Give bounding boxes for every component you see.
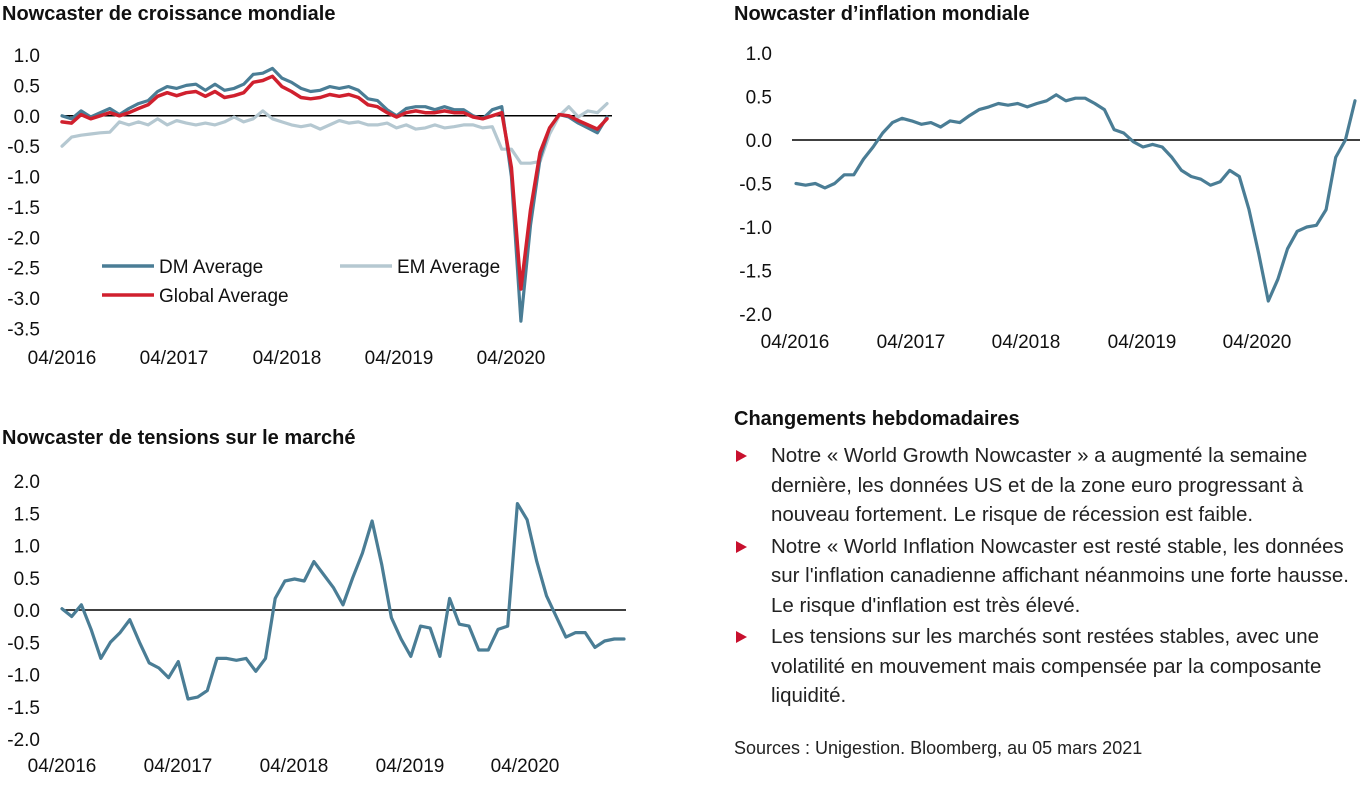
stress-x-tick-label: 04/2019 xyxy=(376,756,445,777)
weekly-changes-panel: Changements hebdomadaires Notre « World … xyxy=(734,408,1371,713)
stress-x-tick-label: 04/2016 xyxy=(28,756,97,777)
bullet-growth: Notre « World Growth Nowcaster » a augme… xyxy=(734,441,1371,530)
bullet-arrow-icon xyxy=(736,540,747,553)
growth-y-tick-label: -0.5 xyxy=(7,137,40,158)
growth-x-tick-label: 04/2018 xyxy=(253,348,322,369)
stress-y-tick-label: 1.5 xyxy=(14,504,40,525)
bullet-inflation-text: Notre « World Inflation Nowcaster est re… xyxy=(771,534,1349,617)
stress-y-tick-label: 0.5 xyxy=(14,569,40,590)
bullet-arrow-icon xyxy=(736,450,747,462)
stress-y-tick-label: 0.0 xyxy=(14,601,40,622)
inflation-x-tick-label: 04/2017 xyxy=(877,332,946,353)
bullet-growth-text: Notre « World Growth Nowcaster » a augme… xyxy=(771,444,1308,526)
growth-y-tick-label: -2.5 xyxy=(7,259,40,280)
inflation-x-tick-label: 04/2019 xyxy=(1108,332,1177,353)
growth-x-tick-label: 04/2020 xyxy=(477,348,546,369)
growth-x-tick-label: 04/2019 xyxy=(365,348,434,369)
inflation-y-tick-label: -0.5 xyxy=(739,175,772,196)
inflation-y-tick-label: -1.5 xyxy=(739,262,772,283)
growth-em-average-line xyxy=(60,101,609,165)
inflation-y-tick-label: 1.0 xyxy=(746,44,772,65)
inflation-y-tick-label: -1.0 xyxy=(739,218,772,239)
stress-y-tick-label: -1.0 xyxy=(7,666,40,687)
stress-y-tick-label: 1.0 xyxy=(14,537,40,558)
growth-y-tick-label: -2.0 xyxy=(7,228,40,249)
stress-chart-title: Nowcaster de tensions sur le marché xyxy=(2,427,356,449)
weekly-changes-heading: Changements hebdomadaires xyxy=(734,408,1020,430)
growth-chart-title: Nowcaster de croissance mondiale xyxy=(2,3,336,25)
stress-x-tick-label: 04/2018 xyxy=(260,756,329,777)
inflation-y-tick-label: 0.0 xyxy=(746,131,772,152)
inflation-y-tick-label: -2.0 xyxy=(739,305,772,326)
growth-legend-label: EM Average xyxy=(397,257,500,278)
bullet-stress: Les tensions sur les marchés sont restée… xyxy=(734,622,1371,711)
growth-y-tick-label: 0.0 xyxy=(14,107,40,128)
growth-x-tick-label: 04/2017 xyxy=(140,348,209,369)
stress-y-tick-label: -2.0 xyxy=(7,730,40,751)
inflation-chart-title: Nowcaster d’inflation mondiale xyxy=(734,3,1030,25)
stress-y-tick-label: -1.5 xyxy=(7,698,40,719)
growth-x-tick-label: 04/2016 xyxy=(28,348,97,369)
growth-global-average-line xyxy=(60,74,609,291)
inflation-x-tick-label: 04/2020 xyxy=(1223,332,1292,353)
stress-y-tick-label: -0.5 xyxy=(7,633,40,654)
inflation-series-line xyxy=(794,93,1357,303)
inflation-x-tick-label: 04/2018 xyxy=(992,332,1061,353)
inflation-x-tick-label: 04/2016 xyxy=(761,332,830,353)
stress-series-line xyxy=(60,502,626,701)
sources-note: Sources : Unigestion. Bloomberg, au 05 m… xyxy=(734,738,1143,758)
growth-legend-label: DM Average xyxy=(159,257,263,278)
growth-y-tick-label: -3.0 xyxy=(7,289,40,310)
stress-y-tick-label: 2.0 xyxy=(14,472,40,493)
growth-y-tick-label: -1.0 xyxy=(7,168,40,189)
growth-y-tick-label: -3.5 xyxy=(7,320,40,341)
stress-x-tick-label: 04/2020 xyxy=(491,756,560,777)
growth-y-tick-label: -1.5 xyxy=(7,198,40,219)
growth-legend-label: Global Average xyxy=(159,286,289,307)
bullet-stress-text: Les tensions sur les marchés sont restée… xyxy=(771,625,1322,707)
weekly-changes-list: Notre « World Growth Nowcaster » a augme… xyxy=(734,441,1371,711)
growth-y-tick-label: 1.0 xyxy=(14,46,40,67)
inflation-y-tick-label: 0.5 xyxy=(746,88,772,109)
bullet-arrow-icon xyxy=(736,631,747,643)
bullet-inflation: Notre « World Inflation Nowcaster est re… xyxy=(734,532,1371,621)
growth-y-tick-label: 0.5 xyxy=(14,76,40,97)
stress-x-tick-label: 04/2017 xyxy=(144,756,213,777)
